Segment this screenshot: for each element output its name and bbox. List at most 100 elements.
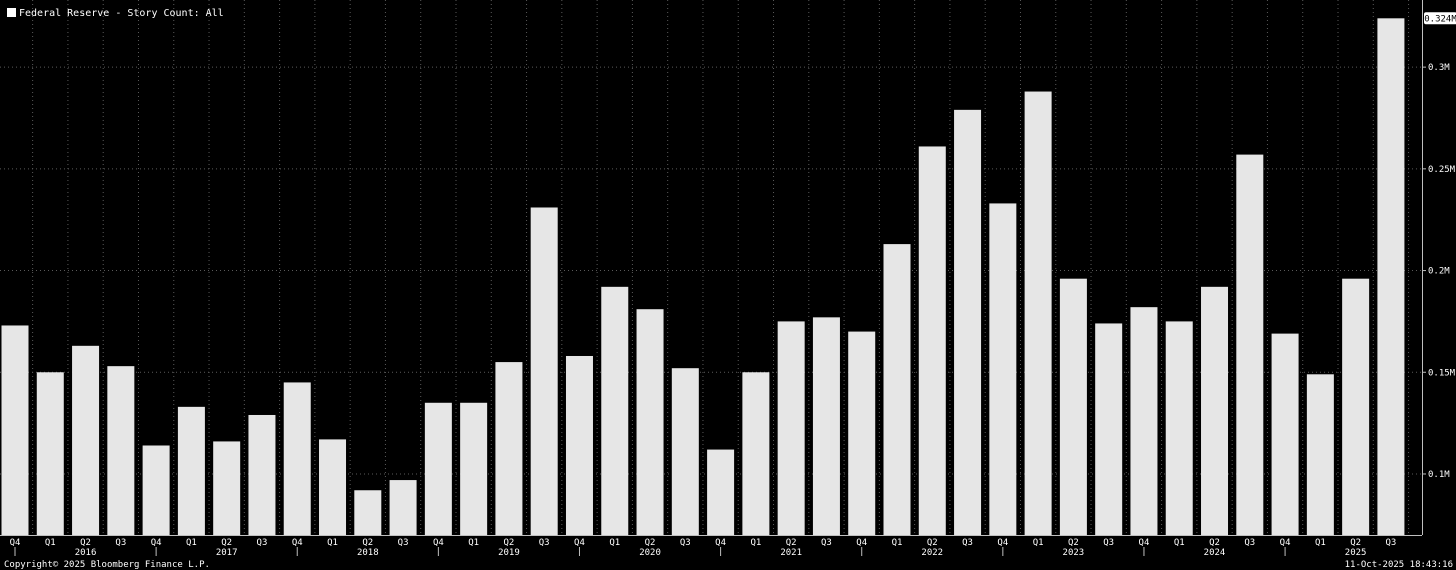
y-tick-label: 0.3M xyxy=(1428,63,1450,73)
x-tick-label: Q4 xyxy=(574,538,585,548)
x-tick-label: Q4 xyxy=(292,538,303,548)
x-tick-label: Q3 xyxy=(398,538,409,548)
bar xyxy=(565,355,593,535)
last-value-badge xyxy=(1424,12,1456,25)
x-tick-label: Q2 xyxy=(1209,538,1220,548)
x-tick-label: Q3 xyxy=(1244,538,1255,548)
x-tick-label: Q2 xyxy=(362,538,373,548)
bar xyxy=(954,109,982,536)
bar xyxy=(389,480,417,535)
bar xyxy=(1024,91,1052,536)
x-tick-label: Q4 xyxy=(1280,538,1291,548)
x-tick-label: Q3 xyxy=(257,538,268,548)
last-value-label: 0.324M xyxy=(1424,14,1456,24)
x-tick-label: Q1 xyxy=(1315,538,1326,548)
x-year-label: 2016 xyxy=(75,548,97,558)
x-tick-label: Q4 xyxy=(151,538,162,548)
bar xyxy=(72,345,100,535)
x-tick-label: Q3 xyxy=(1103,538,1114,548)
bar xyxy=(107,366,135,535)
y-tick-label: 0.2M xyxy=(1428,267,1450,277)
bar xyxy=(213,441,241,535)
bar xyxy=(319,439,347,535)
x-tick-label: Q4 xyxy=(10,538,21,548)
bar xyxy=(1342,278,1370,535)
x-tick-label: Q3 xyxy=(1385,538,1396,548)
x-tick-label: Q4 xyxy=(856,538,867,548)
x-tick-label: Q2 xyxy=(80,538,91,548)
bar xyxy=(1,325,29,535)
x-tick-label: Q2 xyxy=(786,538,797,548)
x-year-label: 2023 xyxy=(1063,548,1085,558)
bar xyxy=(636,309,664,535)
bar xyxy=(460,402,488,535)
bar xyxy=(707,449,735,535)
bar xyxy=(601,286,629,535)
x-year-label: 2018 xyxy=(357,548,379,558)
x-tick-label: Q3 xyxy=(821,538,832,548)
x-year-label: 2025 xyxy=(1345,548,1367,558)
bar xyxy=(1165,321,1193,535)
bar xyxy=(1201,286,1229,535)
bar xyxy=(283,382,311,535)
x-tick-label: Q2 xyxy=(645,538,656,548)
x-tick-label: Q4 xyxy=(715,538,726,548)
bar xyxy=(883,244,911,536)
timestamp-text: 11-Oct-2025 18:43:16 xyxy=(1345,560,1453,570)
bar xyxy=(1059,278,1087,535)
axis-layer: 0.1M 0.15M 0.2M 0.25M 0.3M 0.324M Q4 Q1 Q2 Q3 Q4 Q1… xyxy=(0,0,1456,558)
bar xyxy=(177,406,205,535)
bar xyxy=(1095,323,1123,535)
bar xyxy=(812,317,840,535)
x-tick-label: Q4 xyxy=(1139,538,1150,548)
x-year-label: 2022 xyxy=(921,548,943,558)
x-tick-label: Q1 xyxy=(1033,538,1044,548)
x-tick-label: Q1 xyxy=(892,538,903,548)
bar xyxy=(1377,18,1405,536)
bar xyxy=(848,331,876,535)
x-year-label: 2024 xyxy=(1204,548,1226,558)
x-year-label: 2019 xyxy=(498,548,520,558)
legend-label: Federal Reserve - Story Count: All xyxy=(19,8,224,19)
x-tick-label: Q4 xyxy=(433,538,444,548)
x-tick-label: Q2 xyxy=(1350,538,1361,548)
bar xyxy=(742,372,770,535)
x-tick-label: Q1 xyxy=(609,538,620,548)
x-tick-label: Q3 xyxy=(539,538,550,548)
y-tick-label: 0.25M xyxy=(1428,165,1456,175)
bar xyxy=(142,445,170,535)
x-tick-label: Q1 xyxy=(750,538,761,548)
x-tick-label: Q3 xyxy=(680,538,691,548)
legend-swatch xyxy=(7,8,16,17)
x-year-label: 2021 xyxy=(780,548,802,558)
bar xyxy=(1130,307,1158,535)
x-tick-label: Q3 xyxy=(115,538,126,548)
bar xyxy=(354,490,382,535)
x-tick-label: Q1 xyxy=(468,538,479,548)
x-tick-label: Q4 xyxy=(997,538,1008,548)
bar xyxy=(671,368,699,535)
x-tick-label: Q1 xyxy=(1174,538,1185,548)
bar xyxy=(248,414,276,535)
bar xyxy=(424,402,452,535)
x-year-label: 2017 xyxy=(216,548,238,558)
y-tick-label: 0.15M xyxy=(1428,368,1456,378)
bar xyxy=(495,362,523,535)
x-tick-label: Q1 xyxy=(327,538,338,548)
bar xyxy=(1306,374,1334,535)
bar-layer xyxy=(1,18,1405,536)
x-tick-label: Q2 xyxy=(503,538,514,548)
x-tick-label: Q2 xyxy=(1068,538,1079,548)
bar xyxy=(918,146,946,536)
x-tick-label: Q1 xyxy=(186,538,197,548)
x-tick-label: Q3 xyxy=(962,538,973,548)
bar xyxy=(777,321,805,535)
bar xyxy=(1271,333,1299,535)
bar xyxy=(1236,154,1264,535)
x-year-label: 2020 xyxy=(639,548,661,558)
bar xyxy=(989,203,1017,535)
x-tick-label: Q2 xyxy=(221,538,232,548)
bar xyxy=(36,372,64,535)
